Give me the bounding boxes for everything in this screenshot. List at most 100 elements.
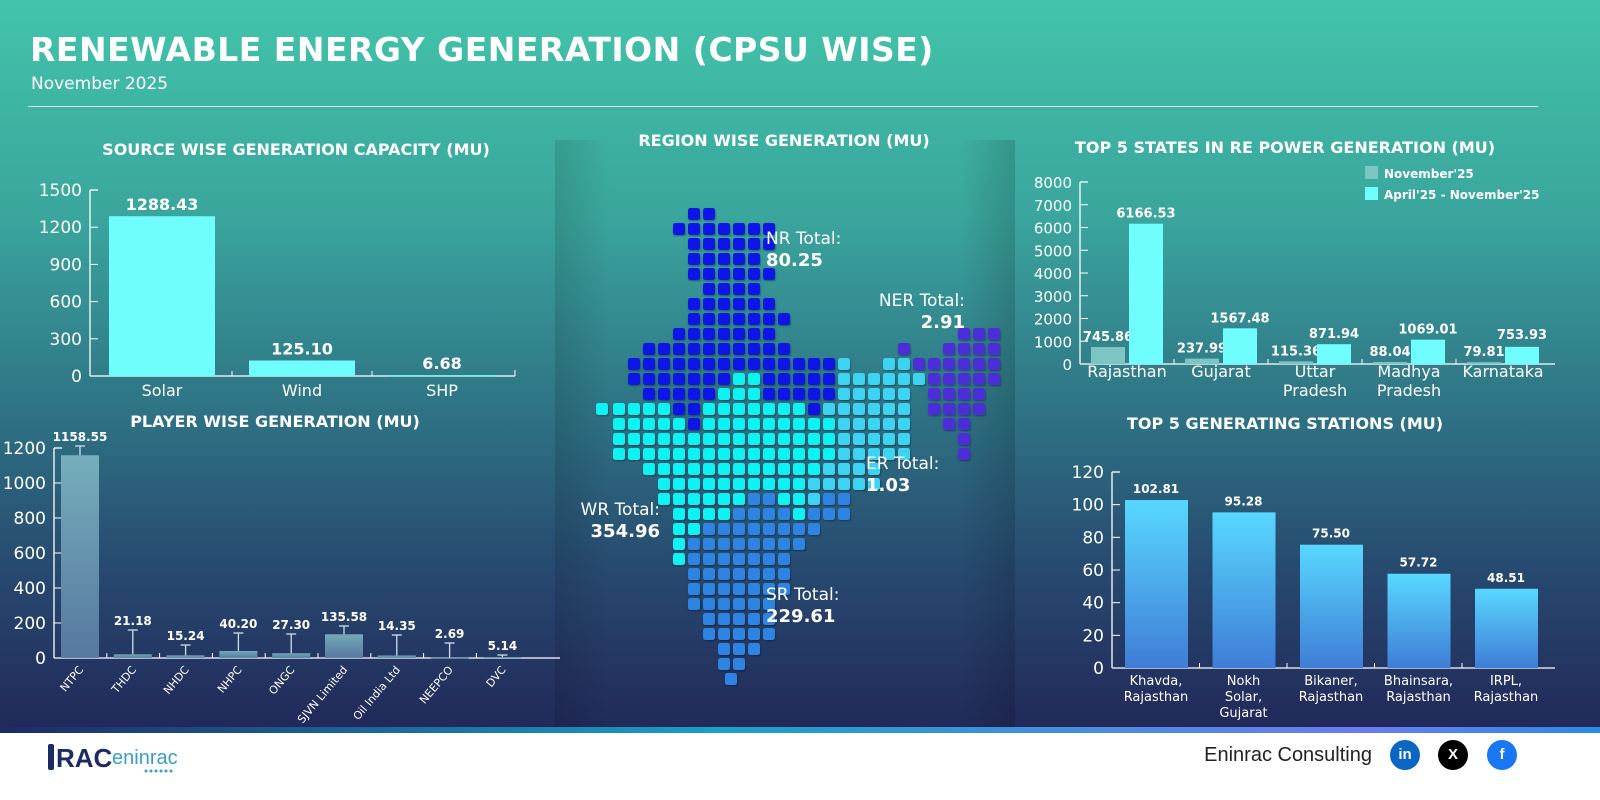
map-cell-ner — [943, 388, 955, 400]
map-cell-wr — [793, 448, 805, 460]
map-cell-ner — [973, 388, 985, 400]
player-chart-title: PLAYER WISE GENERATION (MU) — [130, 412, 420, 431]
map-cell-nr — [778, 373, 790, 385]
map-cell-wr — [793, 493, 805, 505]
map-cell-wr — [793, 433, 805, 445]
map-cell-nr — [688, 223, 700, 235]
map-cell-wr — [688, 493, 700, 505]
stations-chart-title: TOP 5 GENERATING STATIONS (MU) — [1126, 414, 1444, 433]
states-bar-november — [1091, 347, 1125, 364]
player-bar — [219, 650, 258, 658]
map-cell-nr — [718, 283, 730, 295]
map-cell-nr — [688, 358, 700, 370]
map-cell-nr — [733, 343, 745, 355]
states-data-label: 1069.01 — [1398, 323, 1457, 338]
map-cell-wr — [718, 418, 730, 430]
map-cell-nr — [688, 298, 700, 310]
map-cell-nr — [718, 238, 730, 250]
map-cell-wr — [688, 448, 700, 460]
linkedin-icon[interactable]: in — [1390, 740, 1420, 770]
map-cell-sr — [763, 538, 775, 550]
player-bar — [483, 657, 522, 659]
map-cell-ner — [943, 403, 955, 415]
map-cell-ner — [988, 358, 1000, 370]
states-y-tick-label: 6000 — [1034, 220, 1072, 238]
map-cell-sr — [718, 583, 730, 595]
stations-data-label: 95.28 — [1225, 494, 1263, 508]
map-cell-ner — [913, 358, 925, 370]
map-cell-er — [868, 478, 880, 490]
map-cell-wr — [793, 403, 805, 415]
player-x-tick-label: NHPC — [215, 663, 245, 695]
map-cell-ner — [973, 328, 985, 340]
map-cell-sr — [778, 583, 790, 595]
region-label-nr: NR Total: 80.25 — [766, 229, 842, 271]
map-cell-nr — [748, 298, 760, 310]
map-cell-wr — [703, 448, 715, 460]
map-cell-sr — [718, 628, 730, 640]
source-chart-title: SOURCE WISE GENERATION CAPACITY (MU) — [102, 140, 490, 159]
map-cell-wr — [613, 418, 625, 430]
stations-bar — [1475, 588, 1538, 668]
map-cell-nr — [718, 358, 730, 370]
map-cell-ner — [988, 373, 1000, 385]
player-bar — [166, 655, 205, 658]
map-cell-er — [883, 358, 895, 370]
map-cell-sr — [838, 508, 850, 520]
states-y-tick-label: 2000 — [1034, 311, 1072, 329]
states-bar-april-november — [1223, 328, 1257, 364]
map-cell-wr — [778, 493, 790, 505]
header-divider — [28, 106, 1538, 107]
source-bar — [249, 360, 355, 376]
map-cell-wr — [658, 478, 670, 490]
map-cell-er — [838, 373, 850, 385]
map-cell-nr — [733, 283, 745, 295]
map-cell-wr — [658, 463, 670, 475]
facebook-icon[interactable]: f — [1487, 740, 1517, 770]
source-bar — [109, 216, 215, 376]
map-cell-nr — [703, 313, 715, 325]
map-cell-nr — [748, 268, 760, 280]
map-cell-wr — [718, 433, 730, 445]
map-cell-sr — [763, 508, 775, 520]
source-data-label: 125.10 — [271, 339, 333, 358]
map-cell-nr — [688, 373, 700, 385]
map-cell-er — [823, 478, 835, 490]
stations-x-tick-label: IRPL, — [1490, 674, 1522, 689]
stations-x-tick-label: Rajasthan — [1124, 690, 1189, 705]
map-cell-er — [868, 433, 880, 445]
stations-data-label: 102.81 — [1133, 482, 1179, 496]
map-cell-sr — [763, 583, 775, 595]
source-data-label: 1288.43 — [126, 195, 199, 214]
map-cell-sr — [688, 583, 700, 595]
map-cell-sr — [703, 553, 715, 565]
map-cell-sr — [688, 598, 700, 610]
map-cell-nr — [733, 238, 745, 250]
map-cell-er — [883, 403, 895, 415]
player-bar — [113, 654, 152, 658]
map-cell-wr — [808, 433, 820, 445]
map-cell-wr — [703, 508, 715, 520]
map-cell-wr — [823, 433, 835, 445]
map-cell-wr — [688, 523, 700, 535]
map-cell-wr — [733, 403, 745, 415]
map-cell-ner — [898, 343, 910, 355]
map-cell-nr — [688, 253, 700, 265]
x-icon[interactable]: X — [1438, 740, 1468, 770]
states-data-label: 871.94 — [1309, 327, 1359, 342]
map-cell-nr — [823, 388, 835, 400]
region-label-sr: SR Total: 229.61 — [766, 585, 840, 627]
map-cell-nr — [688, 343, 700, 355]
map-cell-nr — [643, 388, 655, 400]
stations-y-tick-label: 0 — [1093, 659, 1104, 679]
map-cell-ner — [958, 418, 970, 430]
map-cell-nr — [778, 343, 790, 355]
stations-data-label: 48.51 — [1487, 571, 1525, 585]
map-cell-ner — [973, 403, 985, 415]
map-cell-nr — [808, 373, 820, 385]
map-cell-ner — [958, 373, 970, 385]
map-cell-nr — [703, 208, 715, 220]
map-cell-wr — [733, 463, 745, 475]
map-cell-wr — [613, 403, 625, 415]
map-cell-ner — [943, 343, 955, 355]
